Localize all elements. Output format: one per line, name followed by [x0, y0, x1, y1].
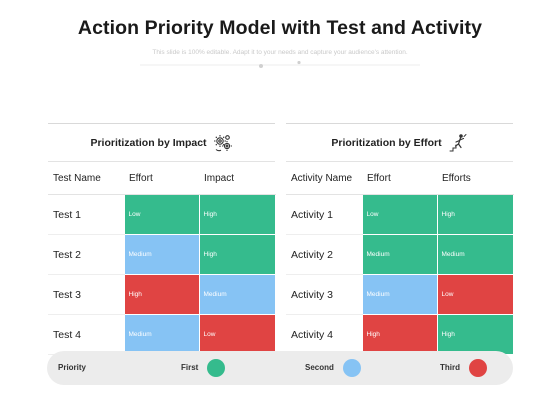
- effort-cell: Medium: [361, 234, 438, 275]
- table-row: Activity 4 High High: [286, 314, 514, 355]
- impact-cell: High: [198, 194, 276, 235]
- climbing-person-icon: [449, 133, 467, 151]
- table-row: Test 3 High Medium: [48, 274, 276, 315]
- table-row: Test 4 Medium Low: [48, 314, 276, 355]
- effort-table: Activity Name Effort Efforts Activity 1 …: [286, 162, 514, 355]
- effort-panel-title: Prioritization by Effort: [331, 136, 442, 149]
- activity-name-cell: Activity 4: [286, 314, 362, 355]
- activity-name-cell: Activity 1: [286, 194, 362, 235]
- impact-table: Test Name Effort Impact Test 1 Low High …: [48, 162, 276, 355]
- efforts-cell: Medium: [436, 234, 514, 275]
- effort-panel-header: Prioritization by Effort: [286, 123, 513, 162]
- efforts-cell: High: [436, 314, 514, 355]
- effort-cell: Medium: [123, 314, 200, 355]
- legend-label-third: Third: [440, 363, 460, 372]
- legend-dot-third: [469, 359, 487, 377]
- legend-label-second: Second: [305, 363, 334, 372]
- column-header: Effort: [362, 162, 437, 195]
- effort-cell: Low: [123, 194, 200, 235]
- effort-cell: Low: [361, 194, 438, 235]
- priority-legend: Priority First Second Third: [47, 351, 513, 385]
- activity-name-cell: Activity 2: [286, 234, 362, 275]
- effort-panel: Prioritization by Effort Activity Name E…: [286, 123, 514, 355]
- test-name-cell: Test 2: [48, 234, 124, 275]
- legend-dot-second: [343, 359, 361, 377]
- title-divider: [140, 61, 420, 68]
- effort-cell: High: [123, 274, 200, 315]
- column-header: Activity Name: [286, 162, 362, 195]
- legend-dot-first: [207, 359, 225, 377]
- legend-label-first: First: [181, 363, 199, 372]
- table-row: Test 1 Low High: [48, 194, 276, 235]
- column-header: Efforts: [437, 162, 513, 195]
- gears-icon: [213, 134, 232, 151]
- efforts-cell: Low: [436, 274, 514, 315]
- efforts-cell: High: [436, 194, 514, 235]
- impact-panel-header: Prioritization by Impact: [48, 123, 275, 162]
- impact-panel-title: Prioritization by Impact: [90, 136, 207, 149]
- test-name-cell: Test 4: [48, 314, 124, 355]
- column-header: Impact: [199, 162, 275, 195]
- table-header-row: Test Name Effort Impact: [48, 162, 275, 195]
- impact-panel: Prioritization by Impact Test Name Effor…: [48, 123, 276, 355]
- table-row: Test 2 Medium High: [48, 234, 276, 275]
- slide-subtitle: This slide is 100% editable. Adapt it to…: [152, 49, 408, 56]
- impact-cell: Low: [198, 314, 276, 355]
- impact-cell: High: [198, 234, 276, 275]
- legend-title: Priority: [58, 363, 87, 372]
- table-row: Activity 1 Low High: [286, 194, 514, 235]
- column-header: Effort: [124, 162, 199, 195]
- test-name-cell: Test 1: [48, 194, 124, 235]
- table-row: Activity 2 Medium Medium: [286, 234, 514, 275]
- activity-name-cell: Activity 3: [286, 274, 362, 315]
- effort-cell: High: [361, 314, 438, 355]
- effort-cell: Medium: [361, 274, 438, 315]
- table-header-row: Activity Name Effort Efforts: [286, 162, 513, 195]
- impact-cell: Medium: [198, 274, 276, 315]
- effort-cell: Medium: [123, 234, 200, 275]
- column-header: Test Name: [48, 162, 124, 195]
- slide-title: Action Priority Model with Test and Acti…: [77, 17, 483, 39]
- test-name-cell: Test 3: [48, 274, 124, 315]
- table-row: Activity 3 Medium Low: [286, 274, 514, 315]
